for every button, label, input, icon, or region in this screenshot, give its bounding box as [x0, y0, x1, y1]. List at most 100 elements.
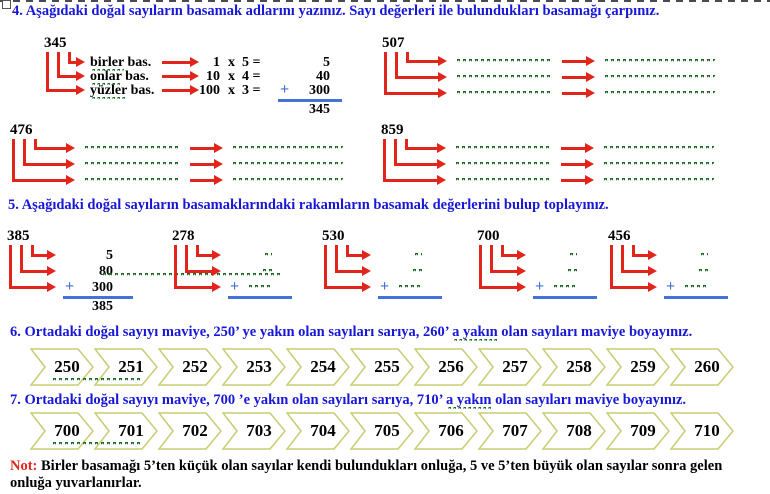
chevron-cell[interactable]: 706 [414, 412, 478, 450]
chevron-shape-icon [478, 412, 542, 450]
answer-blank[interactable] [682, 285, 708, 290]
chevron-shape-icon [670, 412, 734, 450]
answer-blank[interactable] [601, 178, 714, 183]
answer-blank[interactable] [454, 91, 551, 96]
chevron-shape-icon [30, 412, 94, 450]
q4-number-859: 859 [381, 122, 404, 138]
answer-blank[interactable] [82, 146, 179, 151]
chevron-number: 257 [502, 357, 528, 376]
answer-blank[interactable] [230, 146, 343, 151]
answer-blank[interactable] [601, 146, 714, 151]
q5-blank-diagram: 278 + [172, 228, 312, 313]
answer-blank[interactable] [453, 162, 550, 167]
answer-blank[interactable] [410, 269, 424, 274]
chevron-number: 707 [502, 421, 528, 440]
chevron-shape-icon [414, 412, 478, 450]
chevron-cell[interactable]: 260 [670, 348, 734, 386]
digit-equals: 4 = [242, 69, 261, 84]
answer-blank[interactable] [565, 269, 579, 274]
arrow-right-icon [66, 143, 75, 153]
answer-blank[interactable] [260, 269, 274, 274]
chevron-shape-icon [222, 412, 286, 450]
chevron-cell[interactable]: 701 [94, 412, 158, 450]
sum-total: 345 [309, 102, 330, 117]
chevron-shape-icon [542, 412, 606, 450]
plus-sign: + [65, 278, 75, 295]
answer-blank[interactable] [230, 178, 343, 183]
answer-blank[interactable] [454, 75, 551, 80]
chevron-cell[interactable]: 708 [542, 412, 606, 450]
answer-blank[interactable] [454, 59, 551, 64]
q5-number-385: 385 [7, 228, 30, 244]
chevron-cell[interactable]: 255 [350, 348, 414, 386]
answer-blank[interactable] [602, 75, 715, 80]
chevron-cell[interactable]: 252 [158, 348, 222, 386]
chevron-cell[interactable]: 703 [222, 412, 286, 450]
chevron-cell[interactable]: 702 [158, 412, 222, 450]
chevron-shape-icon [94, 412, 158, 450]
chevron-cell[interactable]: 259 [606, 348, 670, 386]
chevron-cell[interactable]: 705 [350, 412, 414, 450]
answer-blank[interactable] [230, 162, 343, 167]
chevron-cell[interactable]: 256 [414, 348, 478, 386]
chevron-cell[interactable]: 251 [94, 348, 158, 386]
arrow-right-icon [214, 159, 223, 169]
top-border-line [0, 0, 770, 2]
times-sign: x [228, 55, 235, 70]
answer-blank[interactable] [602, 91, 715, 96]
answer-blank[interactable] [696, 269, 710, 274]
arrow-right-icon [76, 57, 85, 67]
q4-blank-diagram: 859 [381, 122, 741, 202]
chevron-cell[interactable]: 700 [30, 412, 94, 450]
arrow-right-icon [214, 143, 223, 153]
chevron-number: 254 [310, 357, 336, 376]
chevron-cell[interactable]: 254 [286, 348, 350, 386]
answer-blank[interactable] [602, 59, 715, 64]
answer-blank[interactable] [262, 253, 272, 258]
chevron-shape-icon [414, 348, 478, 386]
note-paragraph: Not: Birler basamağı 5’ten küçük olan sa… [10, 458, 758, 492]
chevron-cell[interactable]: 707 [478, 412, 542, 450]
chevron-cell[interactable]: 258 [542, 348, 606, 386]
spellcheck-underline: a yakın [452, 324, 498, 343]
chevron-cell[interactable]: 710 [670, 412, 734, 450]
answer-blank[interactable] [453, 178, 550, 183]
answer-blank[interactable] [698, 253, 708, 258]
note-label: Not: [10, 458, 38, 474]
sum-line [533, 296, 597, 299]
chevron-number: 709 [630, 421, 656, 440]
place-label: onlar bas. [90, 69, 149, 85]
plus-sign: + [380, 278, 390, 295]
place-value: 5 [106, 248, 113, 263]
chevron-cell[interactable]: 253 [222, 348, 286, 386]
answer-blank[interactable] [453, 146, 550, 151]
answer-blank[interactable] [246, 285, 272, 290]
chevron-shape-icon [286, 412, 350, 450]
answer-blank[interactable] [551, 285, 577, 290]
sum-line [63, 296, 133, 299]
base-value: 100 [199, 83, 220, 98]
arrow-right-icon [66, 175, 75, 185]
chevron-number: 702 [182, 421, 208, 440]
answer-blank[interactable] [396, 285, 422, 290]
q7-title: 7. Ortadaki doğal sayıyı maviye, 700 ’e … [10, 392, 686, 409]
chevron-shape-icon [350, 348, 414, 386]
answer-blank[interactable] [567, 253, 577, 258]
chevron-number: 703 [246, 421, 272, 440]
chevron-shape-icon [542, 348, 606, 386]
answer-blank[interactable] [82, 162, 179, 167]
chevron-number: 706 [438, 421, 464, 440]
chevron-cell[interactable]: 709 [606, 412, 670, 450]
chevron-shape-icon [158, 348, 222, 386]
chevron-number: 710 [694, 421, 720, 440]
chevron-cell[interactable]: 250 [30, 348, 94, 386]
answer-blank[interactable] [412, 253, 422, 258]
chevron-cell[interactable]: 704 [286, 412, 350, 450]
arrow-right-icon [47, 282, 56, 292]
q5-number-456: 456 [608, 228, 631, 244]
chevron-cell[interactable]: 257 [478, 348, 542, 386]
chevron-number: 250 [54, 357, 80, 376]
answer-blank[interactable] [82, 178, 179, 183]
answer-blank[interactable] [601, 162, 714, 167]
sum-line [228, 296, 292, 299]
